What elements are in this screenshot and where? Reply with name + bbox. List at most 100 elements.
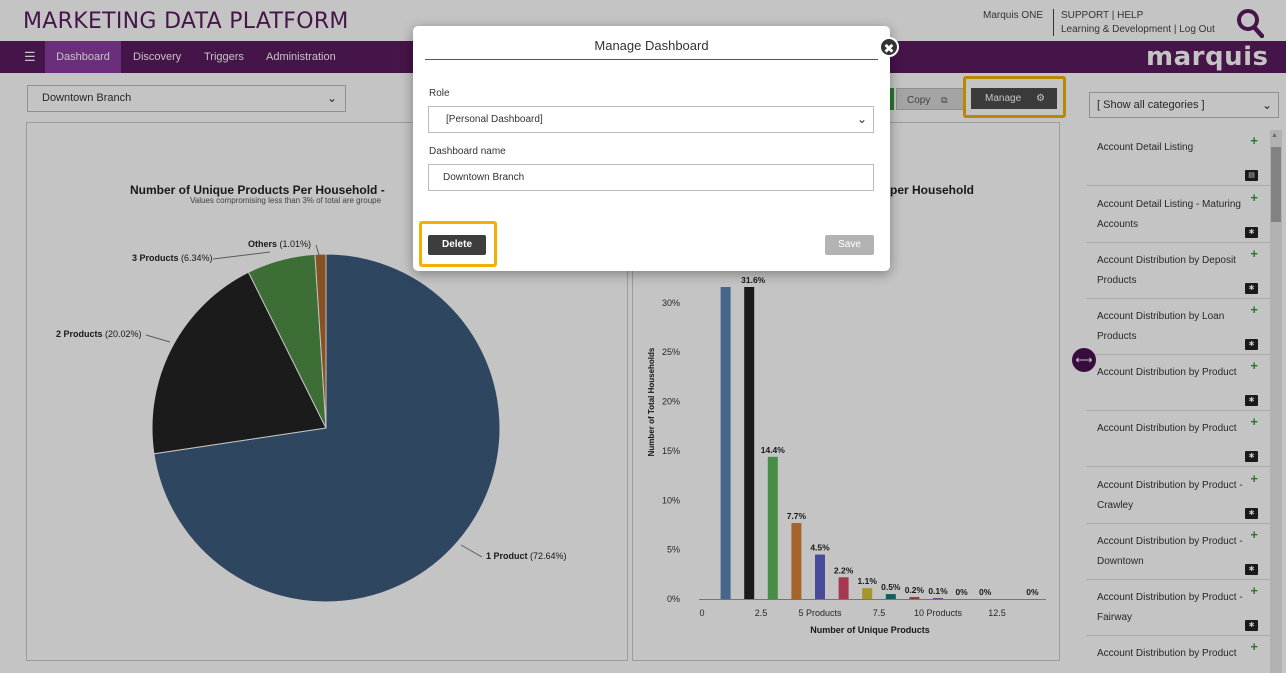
sidebar-scrollbar[interactable] — [1270, 130, 1282, 673]
add-icon[interactable]: + — [1250, 527, 1258, 542]
bar — [767, 456, 778, 599]
add-icon[interactable]: + — [1250, 133, 1258, 148]
add-icon[interactable]: + — [1250, 471, 1258, 486]
report-name: Account Distribution by Product — [1097, 423, 1237, 434]
bar-chart-title: per Household — [890, 183, 975, 197]
list-item[interactable]: Account Distribution by Product + — [1086, 636, 1270, 673]
report-name: Account Distribution by Product - Downto… — [1097, 536, 1243, 567]
list-item[interactable]: Account Detail Listing + ▤ — [1086, 130, 1270, 186]
close-icon[interactable]: ✖ — [879, 37, 899, 57]
pie-chart-subtitle: Values compromising less than 3% of tota… — [190, 196, 382, 205]
category-dropdown-value: [ Show all categories ] — [1097, 99, 1205, 111]
list-item[interactable]: Account Distribution by Loan Products + … — [1086, 299, 1270, 355]
y-tick-label: 10% — [662, 495, 680, 505]
branch-dropdown[interactable]: Downtown Branch ⌄ — [27, 85, 346, 112]
add-icon[interactable]: + — [1250, 639, 1258, 654]
chart-type-icon: ✱ — [1245, 564, 1258, 575]
y-tick-label: 0% — [667, 594, 680, 604]
report-name: Account Distribution by Product - Crawle… — [1097, 480, 1243, 511]
learning-logout-links[interactable]: Learning & Development | Log Out — [1061, 24, 1215, 35]
report-name: Account Distribution by Product — [1097, 367, 1237, 378]
list-item[interactable]: Account Distribution by Product - Downto… — [1086, 524, 1270, 580]
bar-data-label: 2.2% — [834, 565, 854, 575]
search-icon[interactable] — [1236, 8, 1264, 38]
report-name: Account Detail Listing - Maturing Accoun… — [1097, 199, 1241, 230]
nav-dashboard[interactable]: Dashboard — [45, 41, 121, 73]
bar — [744, 287, 755, 599]
report-name: Account Distribution by Deposit Products — [1097, 255, 1236, 286]
add-icon[interactable]: + — [1250, 358, 1258, 373]
table-icon: ▤ — [1245, 170, 1258, 181]
chart-type-icon: ✱ — [1245, 227, 1258, 238]
pie-slice-0 — [153, 253, 501, 603]
copy-label: Copy — [907, 95, 931, 106]
list-item[interactable]: Account Distribution by Deposit Products… — [1086, 243, 1270, 299]
nav-triggers[interactable]: Triggers — [204, 51, 244, 63]
manage-button[interactable]: Manage ⚙ — [971, 88, 1057, 109]
list-item[interactable]: Account Distribution by Product + ✱ — [1086, 355, 1270, 411]
bar-data-label: 1.1% — [858, 576, 878, 586]
manage-dashboard-modal: Manage Dashboard Role [Personal Dashboar… — [413, 26, 890, 271]
add-icon[interactable]: + — [1250, 583, 1258, 598]
add-button-edge[interactable] — [888, 88, 894, 110]
chevron-down-icon: ⌄ — [326, 91, 337, 105]
list-item[interactable]: Account Distribution by Product - Fairwa… — [1086, 580, 1270, 636]
add-icon[interactable]: + — [1250, 190, 1258, 205]
manage-highlight-box — [963, 76, 1066, 118]
bar-data-label: 0.2% — [905, 585, 925, 595]
bar-data-label: 14.4% — [761, 445, 786, 455]
pie-leader-line-2 — [145, 334, 171, 343]
add-icon[interactable]: + — [1250, 246, 1258, 261]
sidebar-scroll-thumb[interactable] — [1271, 147, 1281, 222]
bar — [885, 594, 896, 599]
role-dropdown[interactable]: [Personal Dashboard] ⌄ — [428, 106, 874, 133]
pie-leader-line-0 — [315, 244, 320, 256]
bar-chart: 0% 5% 10% 15% 20% 25% 30% 0 2.5 5 Products 7.5 10 P… — [647, 275, 1046, 635]
report-name: Account Distribution by Loan Products — [1097, 311, 1225, 342]
list-item[interactable]: Account Detail Listing - Maturing Accoun… — [1086, 187, 1270, 243]
bar — [838, 577, 849, 599]
bar-data-label: 4.5% — [810, 543, 830, 553]
y-tick-label: 30% — [662, 298, 680, 308]
role-label: Role — [429, 88, 450, 99]
x-tick-label: 12.5 — [988, 608, 1006, 618]
support-help-links[interactable]: SUPPORT | HELP — [1061, 10, 1144, 21]
report-name: Account Distribution by Product - Fairwa… — [1097, 592, 1243, 623]
dashboard-name-input[interactable] — [428, 164, 874, 191]
role-dropdown-value: [Personal Dashboard] — [446, 114, 543, 125]
bar — [862, 588, 873, 599]
save-button[interactable]: Save — [825, 235, 874, 255]
y-tick-label: 20% — [662, 397, 680, 407]
chart-type-icon: ✱ — [1245, 620, 1258, 631]
brand-title: MARKETING DATA PLATFORM — [23, 9, 349, 34]
report-sidebar: Account Detail Listing + ▤ Account Detai… — [1086, 130, 1270, 673]
header-divider — [1053, 9, 1054, 36]
nav-administration[interactable]: Administration — [266, 51, 336, 63]
copy-icon: ⧉ — [941, 95, 948, 105]
bar-data-label: 0.1% — [928, 586, 948, 596]
x-axis-label: Number of Unique Products — [810, 625, 930, 635]
bar — [815, 554, 825, 599]
category-dropdown[interactable]: [ Show all categories ] ⌄ — [1089, 92, 1279, 118]
nav-discovery[interactable]: Discovery — [133, 51, 182, 63]
user-name-link[interactable]: Marquis ONE — [983, 10, 1044, 21]
hamburger-menu-icon[interactable]: ☰ — [24, 49, 36, 64]
x-tick-label: 10 Products — [914, 608, 963, 618]
delete-button[interactable]: Delete — [428, 235, 486, 255]
scroll-up-icon[interactable]: ▲ — [1271, 132, 1278, 139]
list-item[interactable]: Account Distribution by Product + ✱ — [1086, 411, 1270, 467]
add-icon[interactable]: + — [1250, 302, 1258, 317]
list-item[interactable]: Account Distribution by Product - Crawle… — [1086, 468, 1270, 524]
report-name: Account Detail Listing — [1097, 142, 1194, 153]
marquis-logo: marquis — [1146, 42, 1269, 72]
chart-type-icon: ✱ — [1245, 283, 1258, 294]
pie-label-2-products: 2 Products (20.02%) — [56, 329, 142, 339]
dashboard-name-label: Dashboard name — [429, 146, 506, 157]
x-tick-label: 0 — [699, 608, 704, 618]
modal-title: Manage Dashboard — [594, 38, 709, 53]
report-name: Account Distribution by Product — [1097, 648, 1237, 659]
bar-data-label: 7.7% — [787, 511, 807, 521]
resize-handle-icon[interactable]: ⟷ — [1072, 348, 1096, 372]
delete-highlight-box — [419, 221, 497, 267]
add-icon[interactable]: + — [1250, 414, 1258, 429]
